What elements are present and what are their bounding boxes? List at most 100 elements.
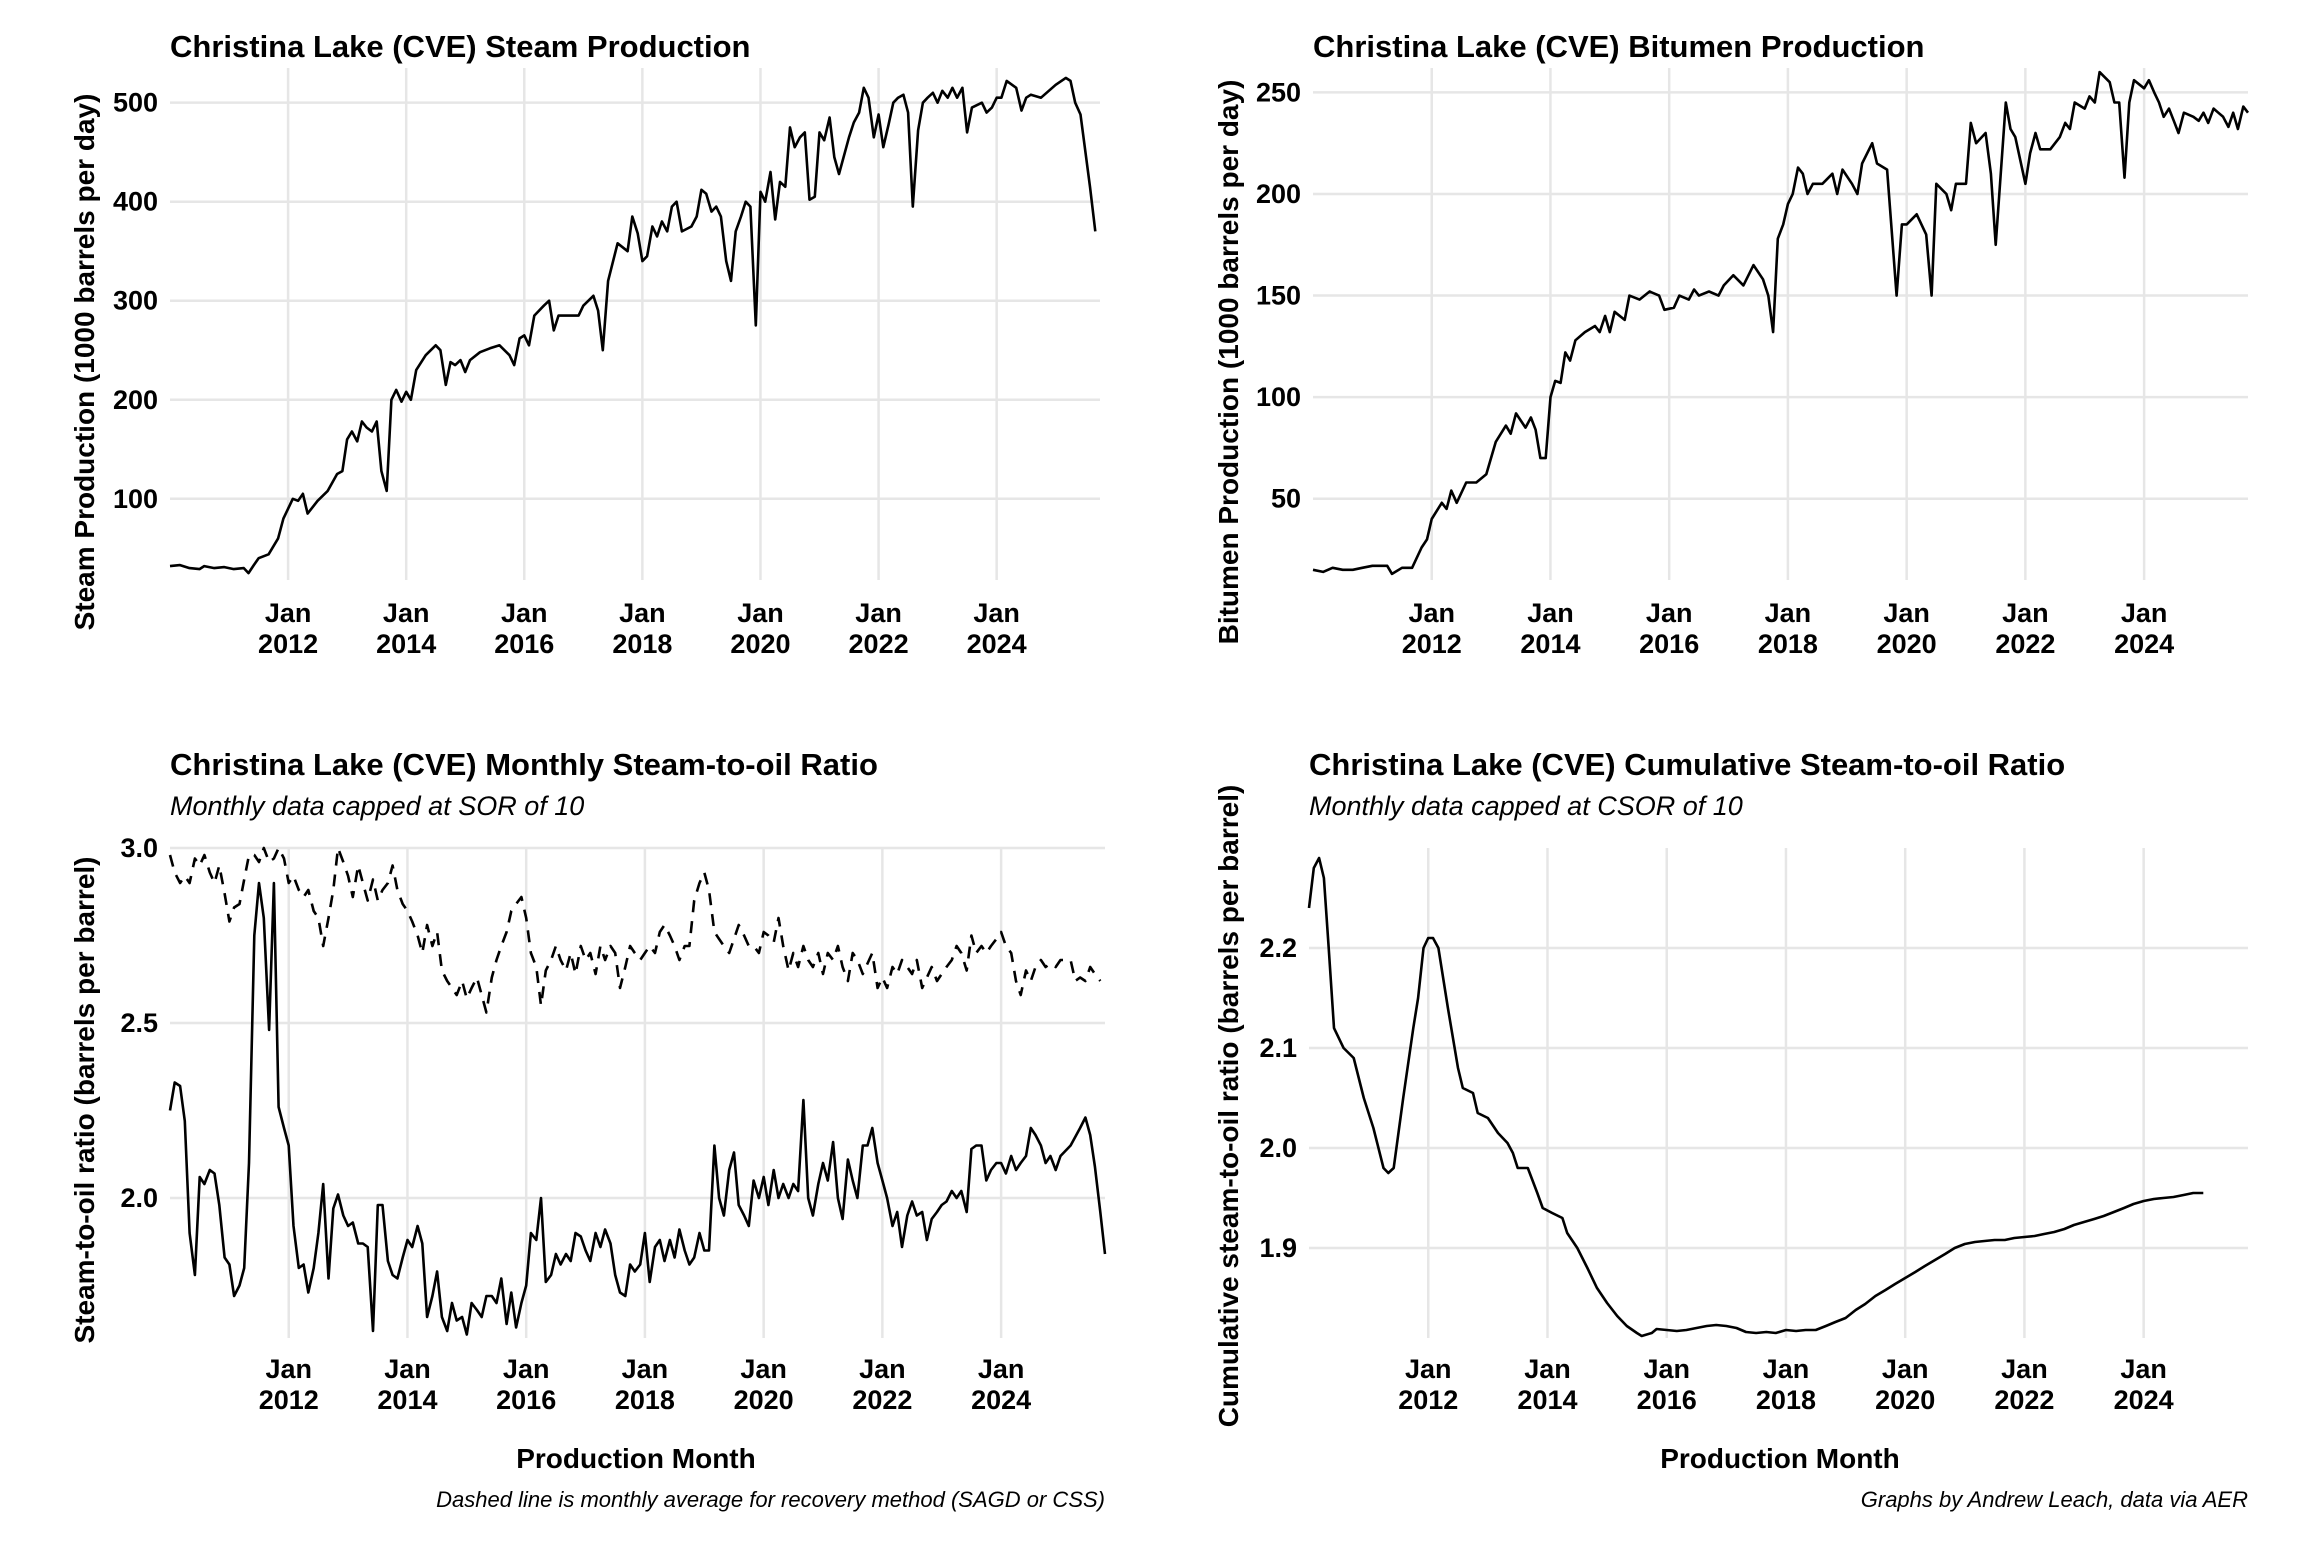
x-tick-label: 2020 (1877, 629, 1937, 659)
x-tick-label: Jan (501, 598, 548, 628)
series-lines (1312, 70, 2250, 576)
y-tick-label: 2.2 (1259, 933, 1297, 963)
y-axis-label: Steam Production (1000 barrels per day) (69, 94, 100, 631)
x-tick-label: 2024 (2114, 1385, 2174, 1415)
x-axis-label: Production Month (516, 1443, 756, 1474)
series-line (1307, 856, 2204, 1338)
x-tick-label: Jan (859, 1354, 906, 1384)
x-tick-label: Jan (1408, 598, 1455, 628)
steam-production-panel: Christina Lake (CVE) Steam Production St… (69, 29, 1100, 659)
x-tick-label: 2016 (1637, 1385, 1697, 1415)
series-lines (168, 846, 1107, 1336)
x-tick-label: 2012 (258, 629, 318, 659)
y-tick-label: 300 (113, 286, 158, 316)
x-tick-label: 2024 (2114, 629, 2174, 659)
x-tick-label: Jan (1405, 1354, 1452, 1384)
gridlines (170, 846, 1105, 1338)
x-tick-label: Jan (265, 598, 312, 628)
x-tick-label: 2014 (377, 1385, 437, 1415)
x-tick-label: 2020 (730, 629, 790, 659)
x-tick-label: Jan (1643, 1354, 1690, 1384)
chart-title: Christina Lake (CVE) Cumulative Steam-to… (1309, 747, 2065, 782)
x-tick-label: Jan (383, 598, 430, 628)
x-tick-label: Jan (1524, 1354, 1571, 1384)
x-tick-label: 2014 (1520, 629, 1580, 659)
x-tick-label: Jan (1646, 598, 1693, 628)
x-tick-label: Jan (855, 598, 902, 628)
x-tick-label: Jan (978, 1354, 1025, 1384)
x-tick-label: 2018 (615, 1385, 675, 1415)
x-tick-label: Jan (2121, 598, 2168, 628)
x-tick-label: Jan (2120, 1354, 2167, 1384)
x-tick-label: Jan (265, 1354, 312, 1384)
y-tick-label: 100 (113, 484, 158, 514)
tick-labels: 50100150200250Jan2012Jan2014Jan2016Jan20… (1256, 77, 2174, 659)
x-tick-label: 2016 (496, 1385, 556, 1415)
tick-labels: 1.92.02.12.2Jan2012Jan2014Jan2016Jan2018… (1259, 933, 2173, 1415)
x-tick-label: 2024 (967, 629, 1027, 659)
x-tick-label: 2018 (612, 629, 672, 659)
x-tick-label: Jan (973, 598, 1020, 628)
x-tick-label: Jan (384, 1354, 431, 1384)
y-tick-label: 500 (113, 88, 158, 118)
y-axis-label: Cumulative steam-to-oil ratio (barrels p… (1213, 785, 1244, 1428)
x-tick-label: 2022 (852, 1385, 912, 1415)
y-tick-label: 200 (113, 385, 158, 415)
gridlines (170, 68, 1100, 580)
x-tick-label: Jan (737, 598, 784, 628)
x-tick-label: Jan (503, 1354, 550, 1384)
x-tick-label: 2024 (971, 1385, 1031, 1415)
x-tick-label: 2022 (1995, 629, 2055, 659)
x-tick-label: 2012 (1398, 1385, 1458, 1415)
chart-subtitle: Monthly data capped at CSOR of 10 (1309, 791, 1743, 821)
y-tick-label: 3.0 (120, 833, 158, 863)
y-tick-label: 150 (1256, 281, 1301, 311)
gridlines (1309, 848, 2248, 1338)
y-tick-label: 250 (1256, 77, 1301, 107)
tick-labels: 100200300400500Jan2012Jan2014Jan2016Jan2… (113, 88, 1027, 659)
y-tick-label: 2.0 (1259, 1133, 1297, 1163)
series-line (169, 76, 1097, 575)
x-tick-label: 2020 (1875, 1385, 1935, 1415)
x-tick-label: Jan (1765, 598, 1812, 628)
bitumen-production-panel: Christina Lake (CVE) Bitumen Production … (1213, 29, 2250, 659)
method-average-line (168, 846, 1102, 1014)
chart-title: Christina Lake (CVE) Monthly Steam-to-oi… (170, 747, 878, 782)
cumulative-sor-panel: Christina Lake (CVE) Cumulative Steam-to… (1213, 747, 2248, 1474)
x-tick-label: Jan (740, 1354, 787, 1384)
series-line (168, 881, 1107, 1336)
x-axis-label: Production Month (1660, 1443, 1900, 1474)
y-tick-label: 2.0 (120, 1183, 158, 1213)
y-tick-label: 50 (1271, 484, 1301, 514)
series-lines (169, 76, 1097, 575)
x-tick-label: 2016 (494, 629, 554, 659)
y-tick-label: 400 (113, 187, 158, 217)
x-tick-label: Jan (2002, 598, 2049, 628)
x-tick-label: Jan (1763, 1354, 1810, 1384)
y-axis-label: Bitumen Production (1000 barrels per day… (1213, 80, 1244, 645)
caption-right: Graphs by Andrew Leach, data via AER (1861, 1487, 2248, 1512)
x-tick-label: Jan (1883, 598, 1930, 628)
y-tick-label: 2.1 (1259, 1033, 1297, 1063)
x-tick-label: 2016 (1639, 629, 1699, 659)
x-tick-label: 2018 (1756, 1385, 1816, 1415)
x-tick-label: 2014 (376, 629, 436, 659)
x-tick-label: 2020 (734, 1385, 794, 1415)
series-line (1312, 70, 2250, 576)
series-lines (1307, 856, 2204, 1338)
x-tick-label: 2012 (259, 1385, 319, 1415)
chart-title: Christina Lake (CVE) Steam Production (170, 29, 751, 64)
chart-subtitle: Monthly data capped at SOR of 10 (170, 791, 584, 821)
y-tick-label: 1.9 (1259, 1233, 1297, 1263)
y-tick-label: 100 (1256, 382, 1301, 412)
x-tick-label: Jan (1527, 598, 1574, 628)
x-tick-label: 2022 (849, 629, 909, 659)
y-axis-label: Steam-to-oil ratio (barrels per barrel) (69, 856, 100, 1343)
x-tick-label: Jan (622, 1354, 669, 1384)
y-tick-label: 200 (1256, 179, 1301, 209)
caption-left: Dashed line is monthly average for recov… (436, 1487, 1105, 1512)
gridlines (1313, 68, 2248, 580)
x-tick-label: Jan (2001, 1354, 2048, 1384)
tick-labels: 2.02.53.0Jan2012Jan2014Jan2016Jan2018Jan… (120, 833, 1031, 1415)
